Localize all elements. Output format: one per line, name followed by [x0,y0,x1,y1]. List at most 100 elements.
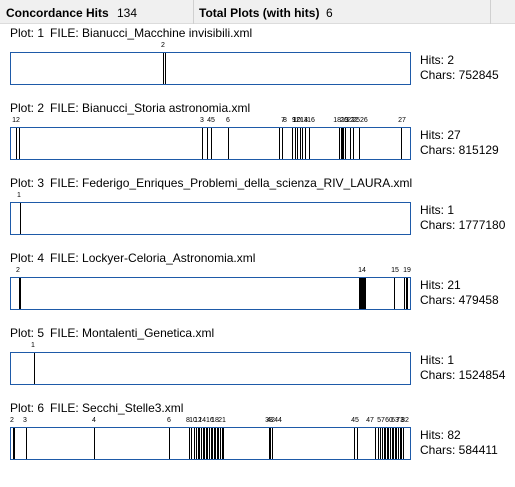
hit-mark[interactable] [292,128,293,159]
hit-mark[interactable] [203,428,204,459]
hit-mark[interactable] [406,278,407,309]
hit-mark[interactable] [382,428,383,459]
hit-mark[interactable] [215,428,216,459]
hit-mark[interactable] [223,428,224,459]
hit-mark[interactable] [14,428,15,459]
hit-mark[interactable] [388,428,389,459]
hit-mark[interactable] [401,128,402,159]
dispersion-plot[interactable] [10,202,411,235]
hit-mark[interactable] [401,428,402,459]
hit-mark[interactable] [375,428,376,459]
hit-mark[interactable] [220,428,221,459]
hit-mark[interactable] [300,128,301,159]
hit-mark[interactable] [202,128,203,159]
hit-mark[interactable] [363,278,364,309]
plot-number: Plot: 4 [10,251,45,265]
hit-mark[interactable] [396,428,397,459]
hit-mark[interactable] [222,428,223,459]
dispersion-plot[interactable] [10,52,411,85]
hit-mark[interactable] [282,128,283,159]
dispersion-plot[interactable] [10,277,411,310]
hit-mark[interactable] [385,428,386,459]
dispersion-plot[interactable] [10,352,411,385]
hit-mark[interactable] [343,128,344,159]
hit-mark[interactable] [357,428,358,459]
hit-mark[interactable] [279,128,280,159]
hit-mark[interactable] [297,128,298,159]
hit-mark[interactable] [404,278,405,309]
hit-mark[interactable] [342,128,343,159]
hit-mark[interactable] [218,428,219,459]
hit-mark[interactable] [360,278,361,309]
hit-mark[interactable] [206,428,207,459]
hit-mark[interactable] [94,428,95,459]
hit-mark[interactable] [309,128,310,159]
hit-mark[interactable] [345,128,346,159]
hit-mark[interactable] [189,428,190,459]
hit-mark[interactable] [196,428,197,459]
hit-mark[interactable] [394,278,395,309]
hit-mark[interactable] [26,428,27,459]
hit-mark[interactable] [295,128,296,159]
hit-mark[interactable] [198,428,199,459]
hit-mark[interactable] [359,278,360,309]
hit-mark[interactable] [302,128,303,159]
hit-mark[interactable] [194,428,195,459]
hit-mark[interactable] [191,428,192,459]
hit-mark[interactable] [211,428,212,459]
hit-labels: 2 [10,41,411,52]
hit-mark[interactable] [20,278,21,309]
hit-mark[interactable] [384,428,385,459]
hit-mark[interactable] [354,428,355,459]
dispersion-plot[interactable] [10,427,411,460]
hit-mark[interactable] [403,428,404,459]
hit-mark[interactable] [212,428,213,459]
hit-mark[interactable] [209,428,210,459]
hit-mark[interactable] [269,428,270,459]
hit-mark[interactable] [228,128,229,159]
hit-mark[interactable] [305,128,306,159]
hit-mark[interactable] [272,428,273,459]
hit-mark[interactable] [16,128,17,159]
hit-mark[interactable] [214,428,215,459]
hit-mark[interactable] [20,203,21,234]
hit-mark[interactable] [365,278,366,309]
hit-mark[interactable] [353,128,354,159]
hit-mark[interactable] [165,53,166,84]
hit-mark[interactable] [387,428,388,459]
hit-mark[interactable] [361,278,362,309]
plot-stats: Hits: 27 Chars: 815129 [420,128,499,158]
hit-mark[interactable] [407,278,408,309]
hit-mark[interactable] [392,428,393,459]
hit-mark[interactable] [13,428,14,459]
hit-mark[interactable] [378,428,379,459]
hit-mark[interactable] [395,428,396,459]
hit-mark[interactable] [359,128,360,159]
hit-mark[interactable] [169,428,170,459]
hit-mark[interactable] [19,278,20,309]
hit-mark[interactable] [270,428,271,459]
hit-mark[interactable] [364,278,365,309]
hit-mark[interactable] [350,128,351,159]
chars-count: Chars: 1777180 [420,218,506,232]
hit-mark[interactable] [34,353,35,384]
hit-mark[interactable] [207,128,208,159]
hit-mark[interactable] [380,428,381,459]
hit-mark[interactable] [339,128,340,159]
hit-mark[interactable] [390,428,391,459]
hit-mark[interactable] [163,53,164,84]
hit-mark[interactable] [341,128,342,159]
dispersion-plot[interactable] [10,127,411,160]
hit-mark[interactable] [362,278,363,309]
hit-mark[interactable] [393,428,394,459]
hit-mark[interactable] [400,428,401,459]
hit-mark[interactable] [211,128,212,159]
hit-mark[interactable] [217,428,218,459]
hit-mark[interactable] [201,428,202,459]
hit-mark[interactable] [19,128,20,159]
hit-mark[interactable] [199,428,200,459]
hit-mark[interactable] [207,428,208,459]
hits-count: Hits: 82 [420,428,461,442]
hit-mark[interactable] [204,428,205,459]
hit-mark[interactable] [398,428,399,459]
